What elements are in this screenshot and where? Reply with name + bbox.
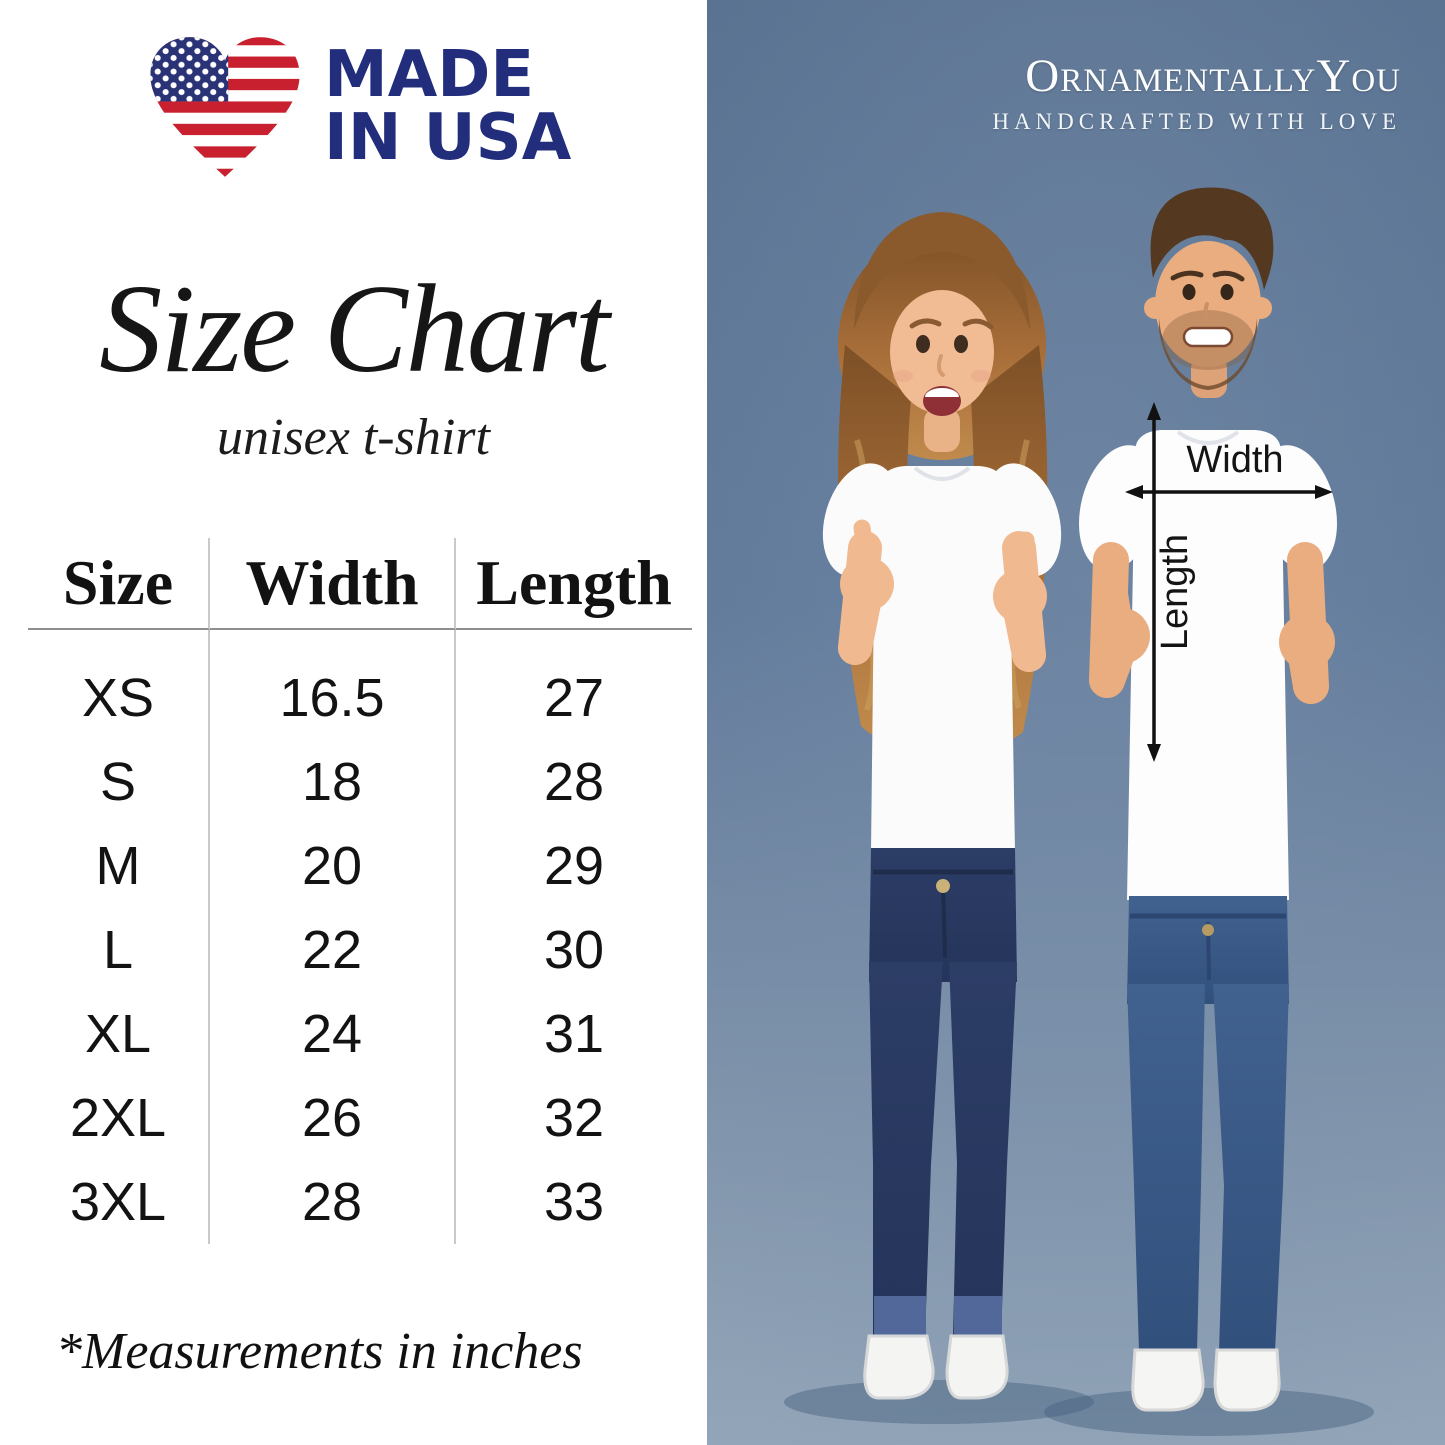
size-chart-title: Size Chart xyxy=(99,260,610,399)
size-cell: M xyxy=(28,824,210,908)
length-cell: 27 xyxy=(543,668,605,728)
size-cell: XL xyxy=(28,992,210,1076)
man-shadow xyxy=(1044,1388,1374,1436)
size-chart-panel: MADE IN USA Size Chart unisex t-shirt Siz… xyxy=(0,0,707,1445)
length-label: Length xyxy=(1154,534,1196,650)
woman-figure xyxy=(822,212,1062,1400)
width-label: Width xyxy=(1186,439,1283,481)
man-tshirt xyxy=(1079,430,1337,900)
width-arrow-annotation xyxy=(1125,485,1333,499)
man-sneakers xyxy=(1131,1348,1281,1412)
width-cell: 24 xyxy=(210,992,456,1076)
length-cell: 29 xyxy=(543,836,605,896)
usa-heart-flag-icon xyxy=(150,37,300,177)
width-cell: 20 xyxy=(210,824,456,908)
length-cell: 28 xyxy=(543,752,605,812)
made-in-usa-badge: MADE IN USA xyxy=(142,34,571,180)
column-header-length: Length xyxy=(456,538,692,630)
size-chart-subtitle: unisex t-shirt xyxy=(217,409,490,466)
man-jeans xyxy=(1127,896,1289,1352)
length-cell: 30 xyxy=(543,920,605,980)
woman-shadow xyxy=(784,1380,1094,1424)
size-cell: 2XL xyxy=(28,1076,210,1160)
woman-jeans xyxy=(869,848,1017,1338)
size-table: Size Width Length XS 16.5 27 S 18 28 M 2… xyxy=(28,538,692,1244)
brand-tagline: HANDCRAFTED WITH LOVE xyxy=(992,109,1401,135)
size-cell: L xyxy=(28,908,210,992)
width-cell: 28 xyxy=(210,1160,456,1244)
woman-sneakers xyxy=(863,1334,1009,1400)
measurements-footnote: *Measurements in inches xyxy=(56,1323,583,1380)
brand-name: OrnamentallyYou xyxy=(1025,50,1401,102)
in-usa-line: IN USA xyxy=(324,101,572,175)
column-header-size: Size xyxy=(28,538,210,630)
photo-panel: Width Length xyxy=(707,0,1445,1445)
length-cell: 31 xyxy=(543,1004,605,1064)
length-cell: 33 xyxy=(543,1172,605,1232)
size-cell: 3XL xyxy=(28,1160,210,1244)
size-cell: XS xyxy=(28,630,210,740)
length-cell: 32 xyxy=(543,1088,605,1148)
made-line: MADE xyxy=(324,38,535,113)
width-cell: 16.5 xyxy=(210,630,456,740)
woman-thumbs-up xyxy=(838,519,1047,672)
man-thumbs-up xyxy=(1089,542,1335,704)
width-cell: 26 xyxy=(210,1076,456,1160)
made-in-usa-text: MADE IN USA xyxy=(324,43,571,170)
brand-block: OrnamentallyYou HANDCRAFTED WITH LOVE xyxy=(992,50,1401,135)
couple-photo: Width Length xyxy=(707,0,1445,1445)
width-cell: 18 xyxy=(210,740,456,824)
column-header-width: Width xyxy=(210,538,456,630)
man-figure: Width Length xyxy=(1079,187,1337,1412)
size-cell: S xyxy=(28,740,210,824)
width-cell: 22 xyxy=(210,908,456,992)
length-arrow-annotation xyxy=(1147,402,1161,762)
